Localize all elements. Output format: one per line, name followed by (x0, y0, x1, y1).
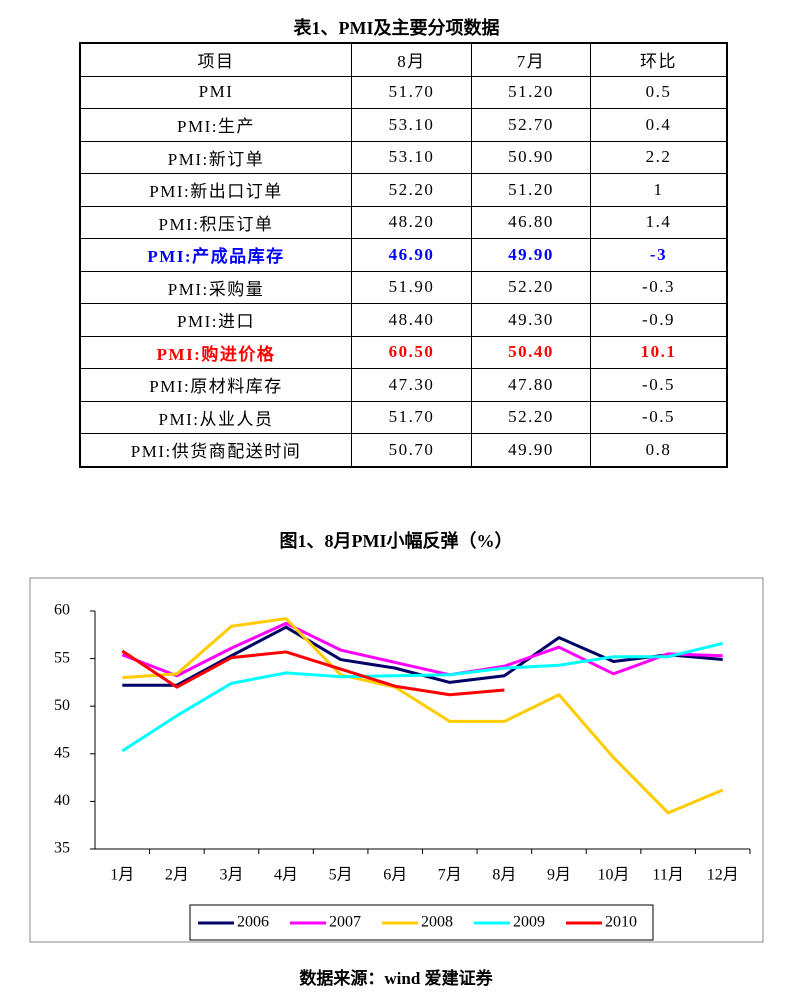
table-row: PMI:进口 48.40 49.30 -0.9 (79, 303, 728, 337)
legend-label: 2010 (605, 914, 637, 931)
cell: 49.90 (471, 238, 591, 272)
cell: 8月 (351, 42, 472, 77)
cell: 51.20 (471, 173, 591, 207)
cell: 52.20 (471, 270, 591, 304)
cell: 46.80 (471, 205, 591, 239)
cell: 47.30 (351, 368, 472, 402)
cell: 52.70 (471, 108, 591, 142)
legend-label: 2008 (421, 914, 453, 931)
x-tick-label: 12月 (707, 867, 739, 884)
cell: 50.40 (471, 335, 591, 369)
cell: 52.20 (471, 400, 591, 434)
chart-title: 图1、8月PMI小幅反弹（%） (280, 530, 513, 551)
cell: 项目 (79, 42, 352, 77)
cell: PMI:进口 (79, 303, 352, 337)
cell: 46.90 (351, 238, 472, 272)
header-row: 项目 8月 7月 环比 (79, 42, 728, 77)
table-row: PMI:产成品库存 46.90 49.90 -3 (79, 238, 728, 272)
series-line (121, 621, 723, 678)
cell: PMI:产成品库存 (79, 238, 352, 272)
series-line (121, 641, 724, 753)
cell: -0.9 (590, 303, 728, 337)
x-tick-label: 2月 (165, 867, 189, 884)
cell: 50.70 (351, 433, 472, 467)
cell: 51.90 (351, 270, 472, 304)
cell: 0.4 (590, 108, 728, 142)
series-line (122, 617, 724, 815)
source: 数据来源：wind 爱建证券 (299, 968, 493, 988)
y-tick-label: 55 (54, 649, 70, 666)
x-tick-label: 11月 (652, 867, 683, 884)
cell: PMI:积压订单 (79, 205, 352, 239)
cell: 10.1 (590, 335, 728, 369)
cell: -3 (590, 238, 728, 272)
table-row: PMI:购进价格 60.50 50.40 10.1 (79, 335, 728, 369)
cell: -0.5 (590, 368, 728, 402)
cell: 2.2 (590, 140, 728, 174)
cell: 48.20 (351, 205, 472, 239)
cell: 环比 (590, 42, 728, 77)
cell: 47.80 (471, 368, 591, 402)
table-row: PMI:从业人员 51.70 52.20 -0.5 (79, 400, 728, 434)
cell: PMI:新订单 (79, 140, 352, 174)
legend-label: 2006 (237, 914, 269, 931)
cell: 50.90 (471, 140, 591, 174)
cell: 49.30 (471, 303, 591, 337)
chart: 图1、8月PMI小幅反弹（%） 数据来源：wind 爱建证券 35 40 45 50 5… (29, 530, 764, 988)
cell: PMI:购进价格 (79, 335, 352, 369)
cell: PMI:采购量 (79, 270, 352, 304)
x-tick-label: 1月 (110, 867, 134, 884)
table-row: PMI:采购量 51.90 52.20 -0.3 (79, 270, 728, 304)
table-row: PMI:供货商配送时间 50.70 49.90 0.8 (79, 433, 728, 467)
cell: 0.8 (590, 433, 728, 467)
cell: 0.5 (590, 75, 728, 109)
table-row: PMI:原材料库存 47.30 47.80 -0.5 (79, 368, 728, 402)
cell: PMI:供货商配送时间 (79, 433, 352, 467)
cell: PMI:生产 (79, 108, 352, 142)
x-tick-label: 6月 (383, 867, 407, 884)
cell: 60.50 (351, 335, 472, 369)
table-row: PMI:积压订单 48.20 46.80 1.4 (79, 205, 728, 239)
x-tick-label: 9月 (547, 867, 571, 884)
x-tick-label: 7月 (438, 867, 462, 884)
table-row: PMI:新出口订单 52.20 51.20 1 (79, 173, 728, 207)
chart-frame (29, 577, 764, 943)
table-title: 表1、PMI及主要分项数据 (293, 18, 500, 38)
cell: 52.20 (351, 173, 472, 207)
cell: 53.10 (351, 140, 472, 174)
cell: 1.4 (590, 205, 728, 239)
cell: 51.20 (471, 75, 591, 109)
x-tick-label: 10月 (598, 867, 630, 884)
table-row: PMI:生产 53.10 52.70 0.4 (79, 108, 728, 142)
table-row: PMI:新订单 53.10 50.90 2.2 (79, 140, 728, 174)
y-tick-label: 45 (54, 744, 70, 761)
y-tick-label: 50 (54, 697, 70, 714)
legend-label: 2007 (329, 914, 361, 931)
series-line (121, 649, 505, 697)
cell: PMI:原材料库存 (79, 368, 352, 402)
legend-label: 2009 (513, 914, 545, 931)
cell: 1 (590, 173, 728, 207)
cell: PMI:从业人员 (79, 400, 352, 434)
cell: 7月 (471, 42, 591, 77)
x-tick-label: 5月 (329, 867, 353, 884)
cell: 48.40 (351, 303, 472, 337)
cell: 49.90 (471, 433, 591, 467)
cell: PMI:新出口订单 (79, 173, 352, 207)
cell: 53.10 (351, 108, 472, 142)
data-table: 项目 8月 7月 环比 PMI 51.70 51.20 0.5 PMI:生产 53.10 52.70… (79, 42, 728, 468)
x-tick-label: 4月 (274, 867, 298, 884)
cell: 51.70 (351, 75, 472, 109)
x-tick-label: 3月 (219, 867, 243, 884)
cell: PMI (79, 75, 352, 109)
table-row: PMI 51.70 51.20 0.5 (79, 75, 728, 109)
cell: -0.5 (590, 400, 728, 434)
cell: 51.70 (351, 400, 472, 434)
cell: -0.3 (590, 270, 728, 304)
x-tick-label: 8月 (492, 867, 516, 884)
y-tick-label: 35 (54, 840, 70, 857)
y-tick-label: 40 (54, 792, 70, 809)
y-tick-label: 60 (54, 602, 70, 619)
